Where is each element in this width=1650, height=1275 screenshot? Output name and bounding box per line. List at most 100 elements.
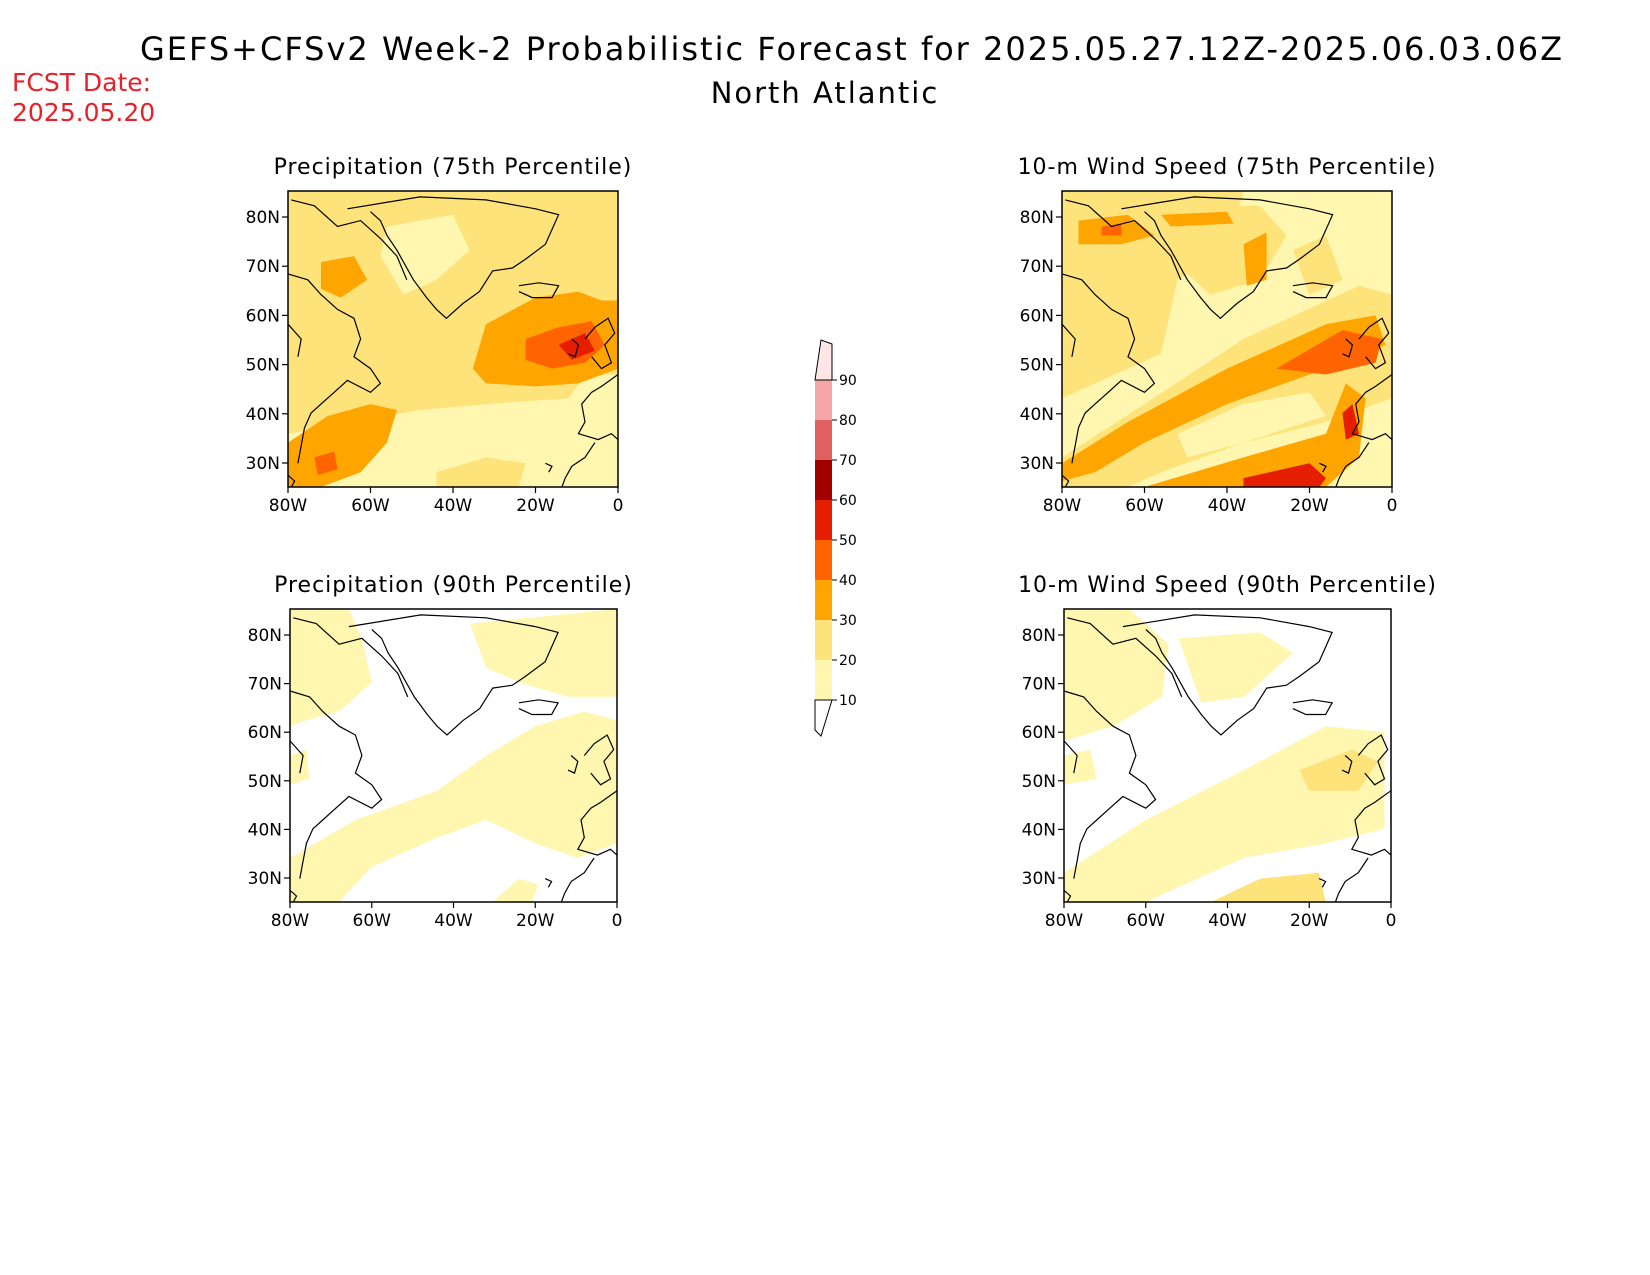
colorbar-label: 20 — [839, 653, 857, 669]
probability-area — [1243, 463, 1326, 487]
coastline — [1351, 374, 1393, 441]
map-panel-wind90: 10-m Wind Speed (90th Percentile) 80N 70N 6… — [1018, 573, 1437, 931]
probability-area — [1144, 383, 1366, 487]
coastline — [287, 273, 382, 464]
coastline — [576, 790, 618, 856]
lon-label: 20W — [1290, 911, 1329, 931]
coastline — [518, 282, 560, 299]
lat-label: 50N — [246, 356, 280, 376]
panel-title: 10-m Wind Speed (75th Percentile) — [1018, 155, 1437, 180]
colorbar-segment — [815, 620, 832, 660]
coastline — [289, 690, 383, 879]
lon-label: 40W — [1208, 496, 1247, 516]
coastline — [348, 614, 559, 736]
lon-label: 40W — [1208, 911, 1247, 931]
map-panel-precip75: Precipitation (75th Percentile) 80N 70N 60N… — [246, 155, 632, 516]
coastline — [1061, 474, 1070, 488]
coastline — [1292, 699, 1334, 716]
coastline — [1342, 338, 1354, 358]
lat-label: 40N — [1020, 405, 1054, 425]
coastline — [289, 740, 304, 774]
coastline — [1357, 734, 1389, 786]
panel-title: Precipitation (90th Percentile) — [274, 573, 633, 598]
colorbar-segment — [815, 540, 832, 580]
coastline — [1063, 740, 1078, 774]
lat-label: 30N — [1022, 869, 1056, 889]
lat-label: 50N — [1020, 356, 1054, 376]
lon-label: 20W — [516, 911, 555, 931]
lon-label: 40W — [434, 911, 473, 931]
map-panel-wind75: 10-m Wind Speed (75th Percentile) 80N 70N 6… — [1018, 155, 1437, 516]
colorbar-bottom-triangle — [814, 699, 833, 737]
probability-area — [558, 333, 595, 360]
lon-label: 60W — [1125, 496, 1164, 516]
coastline — [1334, 857, 1369, 903]
coastline — [544, 878, 553, 888]
lon-label: 60W — [351, 496, 390, 516]
lat-label: 40N — [1022, 820, 1056, 840]
coastline — [1292, 282, 1334, 299]
colorbar-label: 90 — [839, 373, 857, 389]
probability-area — [1177, 392, 1326, 458]
colorbar-segment — [815, 580, 832, 620]
coastline — [518, 699, 560, 716]
lat-label: 80N — [1022, 626, 1056, 646]
lon-label: 20W — [1290, 496, 1329, 516]
panel-title: 10-m Wind Speed (90th Percentile) — [1018, 573, 1437, 598]
coastline — [1121, 196, 1334, 320]
coastline — [1319, 462, 1327, 473]
probability-area — [492, 878, 539, 902]
colorbar-label: 80 — [839, 413, 857, 429]
colorbar-label: 40 — [839, 573, 857, 589]
lat-label: 30N — [248, 869, 282, 889]
coastline — [583, 734, 615, 786]
fcst-date-label: FCST Date: — [12, 68, 152, 97]
lon-label: 80W — [1045, 911, 1084, 931]
coastline — [347, 196, 560, 320]
lat-label: 60N — [1020, 306, 1054, 326]
probability-area — [1178, 632, 1293, 703]
lat-label: 70N — [1020, 257, 1054, 277]
lon-label: 80W — [269, 496, 308, 516]
probability-area — [1211, 872, 1326, 902]
lat-label: 80N — [246, 208, 280, 228]
coastline — [293, 617, 409, 698]
coastline — [1061, 323, 1076, 357]
probability-area — [1243, 232, 1267, 286]
colorbar-label: 10 — [839, 693, 857, 709]
probability-area — [436, 457, 526, 487]
lon-label: 0 — [1386, 911, 1397, 931]
lon-label: 60W — [353, 911, 392, 931]
coastline — [287, 474, 296, 488]
colorbar-segment — [815, 500, 832, 540]
coastline — [287, 323, 302, 357]
lat-label: 40N — [248, 820, 282, 840]
coastline — [1335, 442, 1370, 488]
probability-area — [290, 749, 310, 785]
probability-area — [1299, 749, 1378, 791]
coastline — [1067, 617, 1183, 698]
lat-label: 60N — [1022, 723, 1056, 743]
colorbar-segment — [815, 460, 832, 500]
probability-area — [1101, 223, 1122, 236]
lat-label: 80N — [1020, 208, 1054, 228]
map-panel-precip90: Precipitation (90th Percentile) 80N 70N 60N… — [248, 573, 633, 931]
colorbar-segment — [815, 420, 832, 460]
probability-area — [1293, 235, 1343, 295]
lon-label: 20W — [516, 496, 555, 516]
colorbar-label: 50 — [839, 533, 857, 549]
lat-label: 40N — [246, 405, 280, 425]
probability-area — [1064, 609, 1169, 741]
coastline — [567, 755, 579, 774]
lon-label: 40W — [434, 496, 473, 516]
probability-area — [290, 609, 372, 727]
coastline — [1063, 690, 1157, 879]
coastline — [1065, 199, 1182, 281]
coastline — [289, 889, 298, 903]
probability-area — [321, 256, 368, 298]
lat-label: 70N — [248, 675, 282, 695]
coastline — [1358, 317, 1390, 370]
coastline — [568, 338, 580, 358]
probability-area — [1064, 749, 1097, 785]
lat-label: 70N — [1022, 675, 1056, 695]
